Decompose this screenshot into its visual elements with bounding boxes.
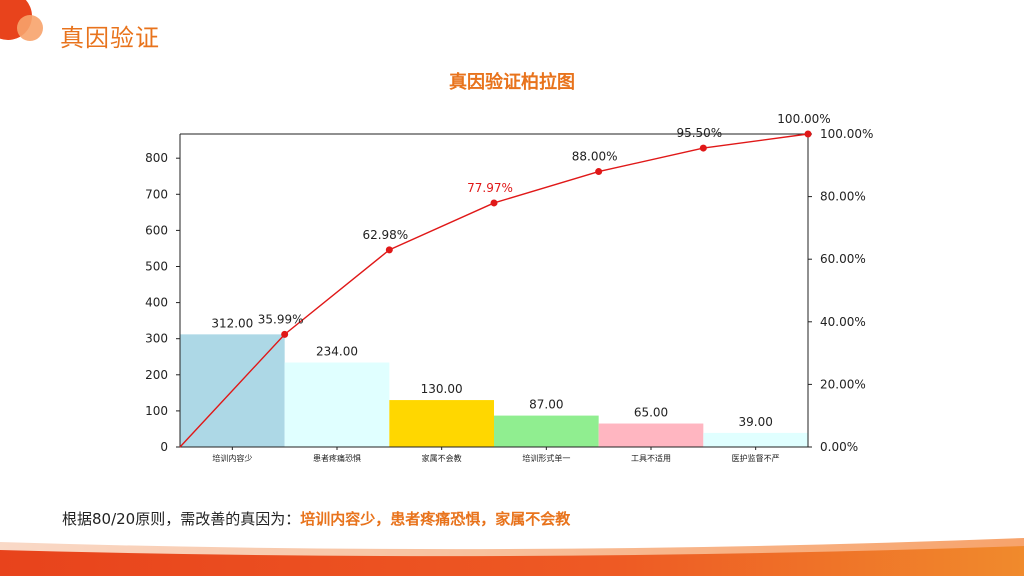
y-left-tick-label: 200: [145, 368, 168, 382]
cumulative-label: 88.00%: [572, 150, 618, 164]
cumulative-label: 35.99%: [258, 312, 304, 326]
x-tick-label: 家属不会教: [422, 453, 462, 463]
bar-value-label: 65.00: [634, 406, 668, 420]
cumulative-point: [385, 246, 393, 254]
x-tick-label: 培训内容少: [212, 453, 252, 463]
bar-4: [494, 415, 599, 447]
y-left-tick-label: 500: [145, 259, 168, 273]
y-right-tick-label: 0.00%: [820, 440, 858, 454]
cumulative-point: [490, 199, 498, 207]
bar-value-label: 39.00: [738, 415, 772, 429]
y-left-tick-label: 700: [145, 187, 168, 201]
y-left-tick-label: 600: [145, 223, 168, 237]
bar-3: [389, 400, 494, 447]
y-right-tick-label: 60.00%: [820, 252, 866, 266]
cumulative-point: [281, 330, 289, 338]
y-left-tick-label: 300: [145, 332, 168, 346]
y-right-tick-label: 20.00%: [820, 377, 866, 391]
y-right-tick-label: 80.00%: [820, 190, 866, 204]
bar-6: [703, 432, 808, 447]
x-tick-label: 医护监督不严: [732, 453, 780, 463]
cumulative-point: [595, 168, 603, 176]
bar-value-label: 234.00: [316, 345, 358, 359]
bar-value-label: 312.00: [211, 316, 253, 330]
x-tick-label: 工具不适用: [631, 453, 671, 463]
conclusion-text: 根据80/20原则，需改善的真因为：培训内容少，患者疼痛恐惧，家属不会教: [62, 508, 570, 529]
y-left-tick-label: 400: [145, 296, 168, 310]
cumulative-label: 77.97%: [467, 181, 513, 195]
cumulative-point: [699, 144, 707, 152]
pareto-chart: 312.00 培训内容少 234.00 患者疼痛恐惧 130.00 家属不会教 87.00 培…: [145, 112, 873, 463]
page-title: 真因验证: [60, 24, 160, 52]
y-right-tick-label: 40.00%: [820, 315, 866, 329]
chart-title: 真因验证柏拉图: [449, 72, 575, 93]
bar-value-label: 87.00: [529, 398, 563, 412]
bottom-decoration: [0, 538, 1024, 576]
conclusion-prefix: 根据80/20原则，需改善的真因为：: [62, 510, 301, 528]
bar-value-label: 130.00: [421, 382, 463, 396]
y-left-tick-label: 800: [145, 151, 168, 165]
cumulative-label: 62.98%: [362, 228, 408, 242]
corner-logo: [0, 0, 43, 41]
y-right-tick-label: 100.00%: [820, 127, 873, 141]
x-tick-label: 培训形式单一: [522, 453, 570, 463]
bar-5: [598, 423, 704, 447]
cumulative-label: 100.00%: [777, 112, 830, 126]
cumulative-point: [804, 130, 812, 138]
cumulative-label: 95.50%: [676, 126, 722, 140]
bar-2: [284, 362, 390, 447]
y-left-tick-label: 100: [145, 404, 168, 418]
x-tick-label: 患者疼痛恐惧: [313, 453, 361, 463]
y-left-tick-label: 0: [160, 440, 168, 454]
conclusion-highlight: 培训内容少，患者疼痛恐惧，家属不会教: [300, 510, 571, 528]
